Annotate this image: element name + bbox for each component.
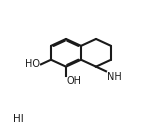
Text: OH: OH <box>67 76 82 86</box>
Text: HI: HI <box>13 114 24 124</box>
Text: NH: NH <box>106 72 121 82</box>
Text: HO: HO <box>26 59 40 69</box>
